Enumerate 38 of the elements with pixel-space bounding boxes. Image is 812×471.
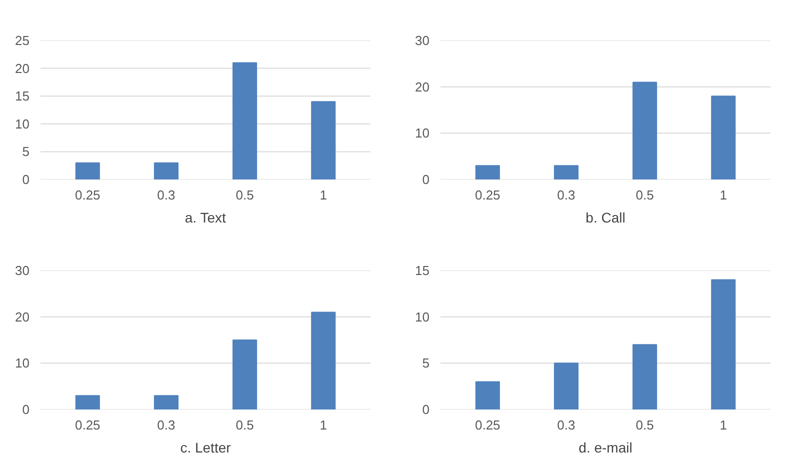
x-tick-label: 0.5 — [236, 188, 254, 202]
x-tick-label: 0.3 — [557, 188, 576, 202]
x-tick-label: 0.25 — [74, 188, 100, 202]
y-tick-label: 0 — [422, 402, 430, 417]
x-tick-label: 0.3 — [157, 188, 176, 202]
text: a. Text — [184, 210, 226, 226]
text: c. Letter — [180, 440, 232, 456]
x-tick-label: 0.5 — [636, 188, 654, 202]
x-tick-label: 0.25 — [74, 418, 100, 432]
y-tick-label: 0 — [22, 402, 30, 417]
y-tick-label: 15 — [415, 263, 430, 278]
x-tick-label: 0.5 — [236, 418, 254, 432]
y-tick-label: 20 — [15, 60, 30, 76]
y-tick-label: 10 — [15, 116, 30, 132]
text: d. e-mail — [578, 440, 632, 456]
y-tick-label: 25 — [15, 33, 30, 48]
y-tick-label: 15 — [15, 88, 30, 104]
x-tick-label: 1 — [320, 418, 327, 432]
x-tick-label: 0.3 — [157, 418, 176, 432]
y-tick-label: 5 — [22, 144, 30, 160]
y-tick-label: 0 — [22, 172, 30, 187]
text: b. Call — [586, 210, 626, 226]
x-tick-label: 0.25 — [474, 418, 500, 432]
y-tick-label: 20 — [415, 79, 430, 94]
y-tick-label: 5 — [422, 356, 430, 371]
x-tick-label: 0.25 — [474, 188, 500, 202]
y-tick-label: 30 — [415, 33, 430, 48]
y-tick-label: 20 — [15, 309, 30, 324]
y-tick-label: 0 — [422, 172, 430, 187]
y-tick-label: 10 — [415, 126, 430, 141]
y-tick-label: 10 — [15, 356, 30, 371]
y-tick-label: 10 — [415, 309, 430, 324]
x-tick-label: 0.5 — [636, 418, 654, 432]
x-tick-label: 1 — [720, 188, 727, 202]
x-tick-label: 0.3 — [557, 418, 576, 432]
x-tick-label: 1 — [720, 418, 727, 432]
y-tick-label: 30 — [15, 263, 30, 278]
x-tick-label: 1 — [320, 188, 327, 202]
